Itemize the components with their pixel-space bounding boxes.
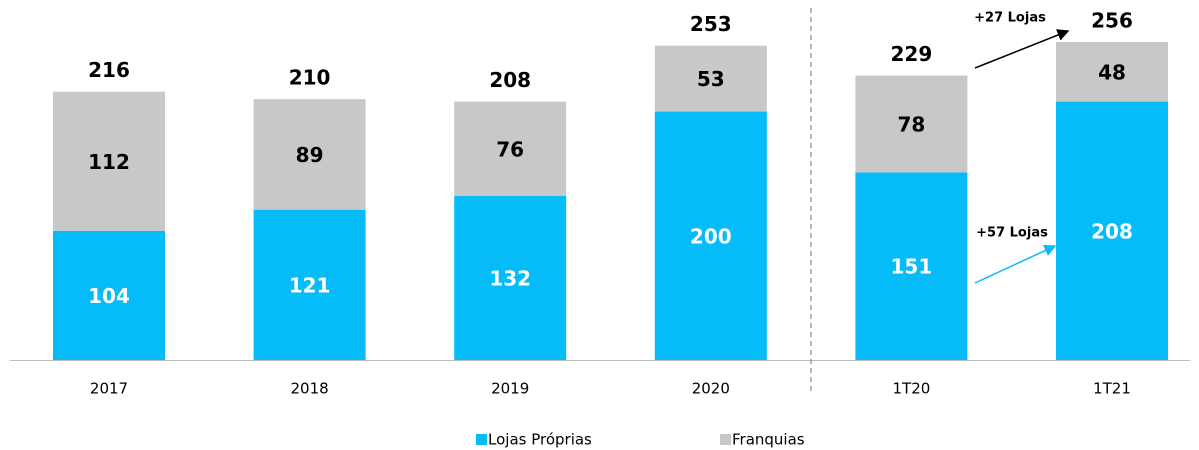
bar-segment [1056, 101, 1168, 360]
data-label: 121 [289, 273, 331, 297]
bar-segment [654, 111, 767, 360]
data-label: 112 [88, 150, 130, 174]
data-label: 208 [1091, 219, 1133, 243]
bar-segment [53, 230, 165, 360]
x-tick-label: 2017 [90, 380, 128, 398]
data-label: 78 [897, 112, 925, 136]
x-tick-label: 2019 [491, 380, 529, 398]
data-label: 53 [697, 67, 725, 91]
total-label: 253 [690, 12, 732, 36]
bar-segment [654, 45, 767, 112]
bar-segment [53, 91, 165, 231]
legend-label: Lojas Próprias [488, 431, 592, 449]
annotation: +27 Lojas [974, 11, 1046, 26]
data-label: 89 [296, 143, 324, 167]
total-label: 210 [289, 66, 331, 90]
bar-segment [855, 172, 968, 360]
bar-segment [855, 75, 968, 173]
data-label: 104 [88, 284, 130, 308]
total-label: 229 [891, 42, 933, 66]
total-label: 256 [1091, 9, 1133, 33]
legend-label: Franquias [732, 431, 805, 449]
x-tick-label: 2018 [291, 380, 329, 398]
data-label: 132 [489, 267, 531, 291]
data-label: 76 [496, 137, 524, 161]
arrow [974, 29, 1070, 69]
x-tick-label: 1T20 [893, 380, 931, 398]
x-tick-label: 2020 [692, 380, 730, 398]
total-label: 208 [489, 68, 531, 92]
bar-segment [454, 196, 567, 360]
data-label: 151 [891, 255, 933, 279]
bar-segment [253, 99, 366, 210]
total-label: 216 [88, 58, 130, 82]
arrow [974, 244, 1057, 284]
legend-swatch [476, 434, 487, 445]
data-label: 48 [1098, 60, 1126, 84]
x-tick-label: 1T21 [1093, 380, 1131, 398]
legend-swatch [720, 434, 731, 445]
annotation: +57 Lojas [976, 226, 1048, 241]
bar-segment [1056, 42, 1168, 102]
bar-segment [253, 209, 366, 360]
bar-segment [454, 101, 567, 197]
data-label: 200 [690, 224, 732, 248]
